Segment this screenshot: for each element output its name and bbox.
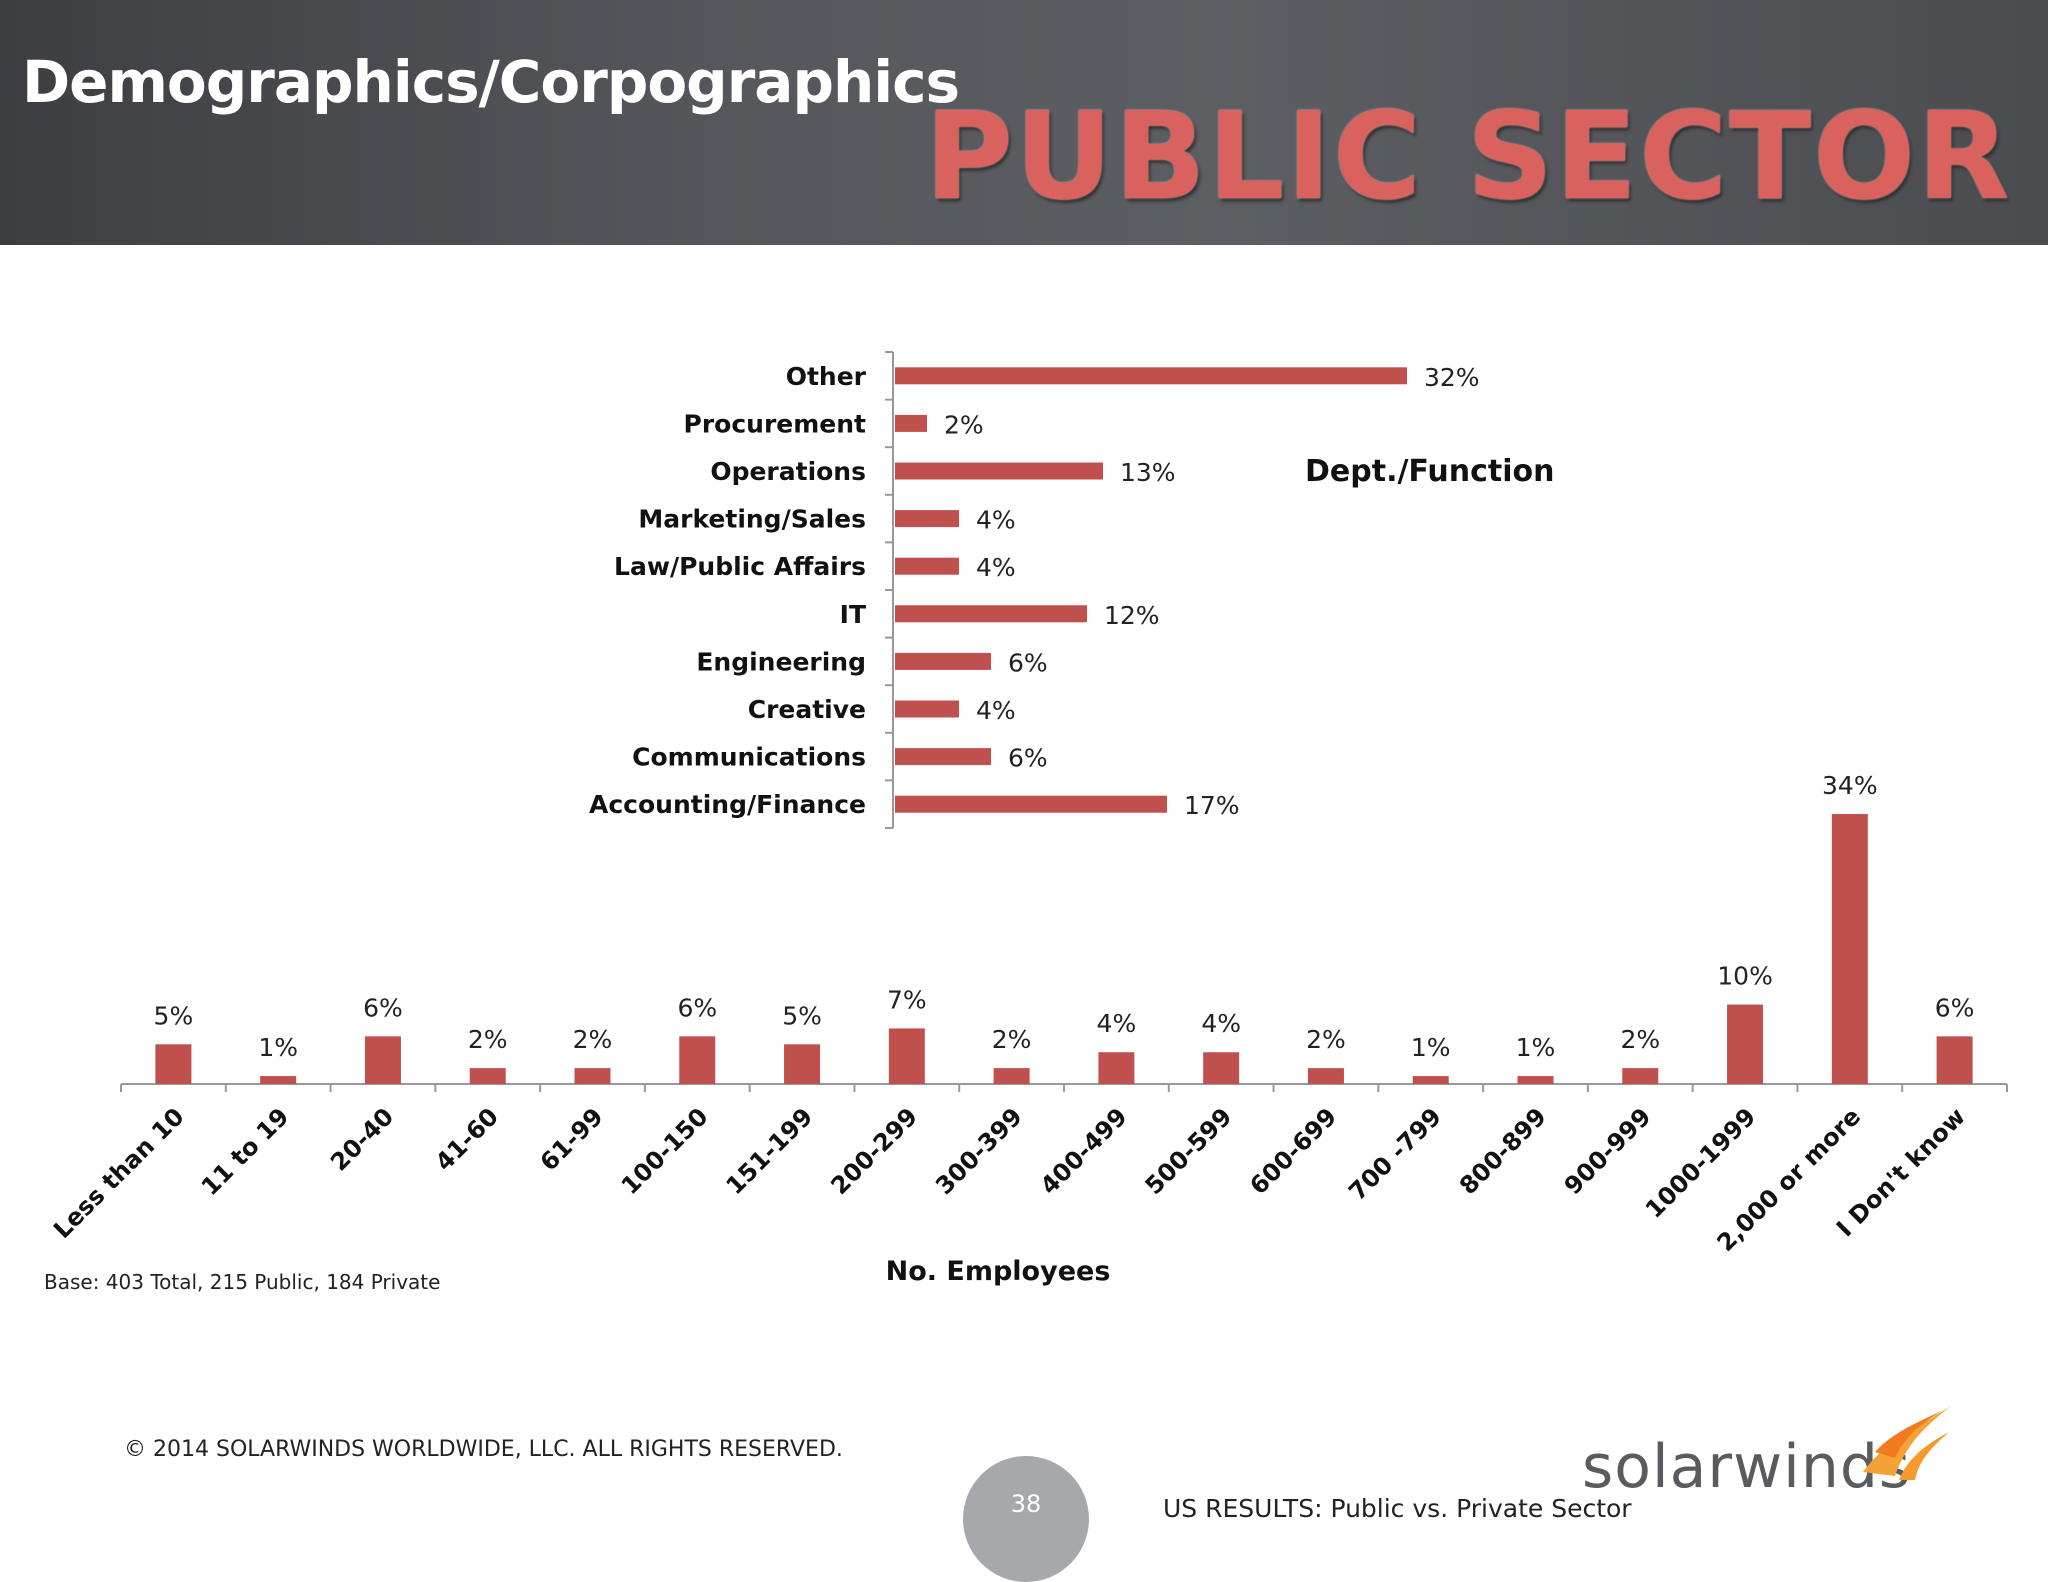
employees-value-label: 5% — [154, 1001, 194, 1030]
employees-value-label: 2% — [573, 1025, 613, 1054]
slide-title: Demographics/Corpographics — [22, 48, 960, 116]
employees-category-label: Less than 10 — [48, 1102, 189, 1243]
employees-category-label: 600-699 — [1244, 1102, 1342, 1200]
employees-bar — [260, 1076, 297, 1084]
copyright-notice: © 2014 SOLARWINDS WORLDWIDE, LLC. ALL RI… — [124, 1437, 843, 1462]
employees-value-label: 5% — [782, 1001, 822, 1030]
dept-category-label: Communications — [632, 743, 866, 772]
charts-canvas: Other 32% Procurement 2% Operations 13% Market… — [48, 351, 2008, 1287]
employees-category-label: 800-899 — [1454, 1102, 1552, 1200]
dept-bar — [895, 510, 959, 528]
dept-bar — [895, 605, 1087, 623]
dept-value-label: 6% — [1008, 648, 1048, 677]
dept-value-label: 4% — [976, 553, 1016, 582]
employees-category-label: 700 -799 — [1343, 1102, 1447, 1206]
dept-bar — [895, 462, 1103, 480]
employees-bar — [364, 1036, 401, 1084]
employees-bar — [155, 1044, 192, 1084]
solarwinds-flame-icon — [1863, 1406, 1951, 1480]
dept-value-label: 4% — [976, 696, 1016, 725]
dept-value-label: 6% — [1008, 744, 1048, 773]
employees-value-label: 10% — [1717, 962, 1773, 991]
footer-note: US RESULTS: Public vs. Private Sector — [1163, 1494, 1632, 1523]
dept-bar — [895, 367, 1407, 385]
dept-bar — [895, 700, 959, 718]
employees-bar — [1307, 1068, 1344, 1084]
dept-value-label: 2% — [944, 410, 984, 439]
dept-bar — [895, 557, 959, 575]
employees-bar — [1622, 1068, 1659, 1084]
employees-bar — [1727, 1004, 1764, 1084]
page-number-badge — [963, 1456, 1089, 1582]
dept-bar — [895, 652, 991, 670]
dept-value-label: 17% — [1184, 791, 1240, 820]
dept-value-label: 4% — [976, 506, 1016, 535]
employees-value-label: 6% — [363, 993, 403, 1022]
dept-value-label: 12% — [1104, 601, 1160, 630]
employees-value-label: 6% — [677, 993, 717, 1022]
dept-category-label: Marketing/Sales — [638, 505, 866, 534]
employees-category-label: 20-40 — [325, 1102, 399, 1176]
employees-bar — [1831, 814, 1868, 1084]
dept-function-chart: Other 32% Procurement 2% Operations 13% Market… — [589, 351, 1480, 829]
solarwinds-logo: solarwinds — [1582, 1432, 1911, 1502]
employees-bar — [993, 1068, 1030, 1084]
employees-value-label: 1% — [1516, 1033, 1556, 1062]
dept-category-label: IT — [840, 600, 866, 629]
page-number: 38 — [1010, 1490, 1042, 1518]
employees-value-label: 6% — [1935, 993, 1975, 1022]
employees-bar — [679, 1036, 716, 1084]
dept-category-label: Operations — [710, 457, 866, 486]
employees-value-label: 1% — [1411, 1033, 1451, 1062]
employees-category-label: 151-199 — [721, 1102, 819, 1200]
base-note: Base: 403 Total, 215 Public, 184 Private — [44, 1270, 441, 1294]
dept-bar — [895, 414, 927, 432]
employees-category-label: 61-99 — [535, 1102, 609, 1176]
dept-function-title: Dept./Function — [1305, 454, 1555, 489]
dept-bar — [895, 795, 1167, 813]
employees-value-label: 2% — [1306, 1025, 1346, 1054]
employees-category-label: 11 to 19 — [196, 1102, 295, 1201]
dept-value-label: 13% — [1120, 458, 1176, 487]
logo-text: solarwinds — [1582, 1432, 1912, 1502]
employees-axis-label: No. Employees — [886, 1256, 1111, 1287]
public-sector-banner: PUBLIC SECTOR — [925, 88, 2012, 227]
employees-value-label: 7% — [887, 985, 927, 1014]
employees-bar — [888, 1028, 925, 1084]
dept-category-label: Creative — [748, 695, 866, 724]
employees-bar — [1517, 1076, 1554, 1084]
employees-bar — [1098, 1052, 1135, 1084]
employees-chart: 5% Less than 10 1% 11 to 19 6% 20-40 2% 41-60 2%… — [48, 771, 2008, 1257]
employees-bar — [1412, 1076, 1449, 1084]
employees-value-label: 4% — [1201, 1009, 1241, 1038]
employees-category-label: 300-399 — [930, 1102, 1028, 1200]
dept-category-label: Accounting/Finance — [589, 790, 866, 819]
dept-category-label: Procurement — [684, 409, 867, 438]
employees-value-label: 4% — [1097, 1009, 1137, 1038]
employees-value-label: 2% — [1620, 1025, 1660, 1054]
slide-header: Demographics/Corpographics PUBLIC SECTOR — [0, 0, 2048, 245]
employees-bar — [784, 1044, 821, 1084]
employees-value-label: 1% — [258, 1033, 298, 1062]
dept-category-label: Law/Public Affairs — [614, 552, 866, 581]
dept-value-label: 32% — [1424, 363, 1480, 392]
employees-category-label: 100-150 — [616, 1102, 714, 1200]
dept-category-label: Other — [786, 362, 867, 391]
employees-bar — [574, 1068, 611, 1084]
dept-category-label: Engineering — [696, 647, 866, 676]
employees-category-label: 500-599 — [1140, 1102, 1238, 1200]
employees-category-label: 900-999 — [1559, 1102, 1657, 1200]
employees-category-label: 400-499 — [1035, 1102, 1133, 1200]
employees-value-label: 2% — [992, 1025, 1032, 1054]
employees-category-label: 41-60 — [430, 1102, 504, 1176]
employees-value-label: 34% — [1822, 771, 1878, 800]
employees-bar — [1203, 1052, 1240, 1084]
employees-category-label: 200-299 — [825, 1102, 923, 1200]
employees-bar — [469, 1068, 506, 1084]
employees-value-label: 2% — [468, 1025, 508, 1054]
employees-bar — [1936, 1036, 1973, 1084]
dept-bar — [895, 748, 991, 766]
